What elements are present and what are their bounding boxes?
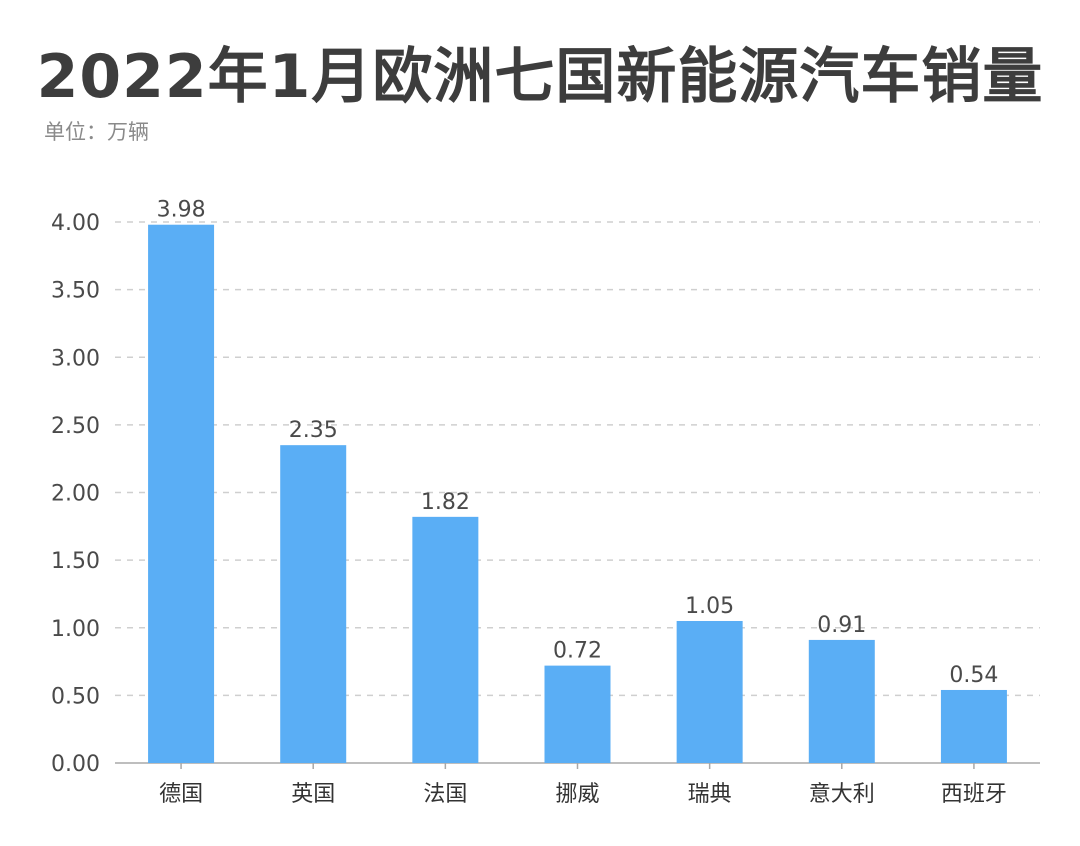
data-label-3: 0.72	[553, 639, 602, 664]
bar-1	[280, 445, 347, 763]
data-label-4: 1.05	[685, 594, 734, 619]
data-label-2: 1.82	[421, 490, 470, 515]
y-tick-label-3: 1.50	[51, 549, 100, 574]
data-label-6: 0.54	[949, 663, 998, 688]
category-label-6: 西班牙	[941, 782, 1007, 807]
y-tick-label-0: 0.00	[51, 752, 100, 777]
y-tick-label-6: 3.00	[51, 346, 100, 371]
category-label-5: 意大利	[809, 782, 875, 807]
y-tick-label-8: 4.00	[51, 211, 100, 236]
y-tick-label-2: 1.00	[51, 617, 100, 642]
y-tick-label-7: 3.50	[51, 279, 100, 304]
category-label-4: 瑞典	[688, 782, 732, 807]
category-label-0: 德国	[159, 782, 203, 807]
data-label-5: 0.91	[817, 613, 866, 638]
y-tick-label-1: 0.50	[51, 684, 100, 709]
category-label-1: 英国	[291, 782, 335, 807]
bar-3	[544, 665, 611, 763]
bar-5	[808, 639, 875, 763]
data-label-0: 3.98	[157, 198, 206, 223]
category-label-2: 法国	[423, 782, 467, 807]
bar-4	[676, 620, 743, 763]
category-label-3: 挪威	[555, 782, 599, 807]
y-tick-label-4: 2.00	[51, 482, 100, 507]
y-tick-label-5: 2.50	[51, 414, 100, 439]
data-label-1: 2.35	[289, 418, 338, 443]
chart-title: 2022年1月欧洲七国新能源汽车销量	[36, 42, 1044, 112]
bar-0	[148, 224, 215, 763]
bar-2	[412, 516, 479, 763]
unit-label: 单位：万辆	[44, 120, 149, 144]
bar-6	[940, 689, 1007, 763]
